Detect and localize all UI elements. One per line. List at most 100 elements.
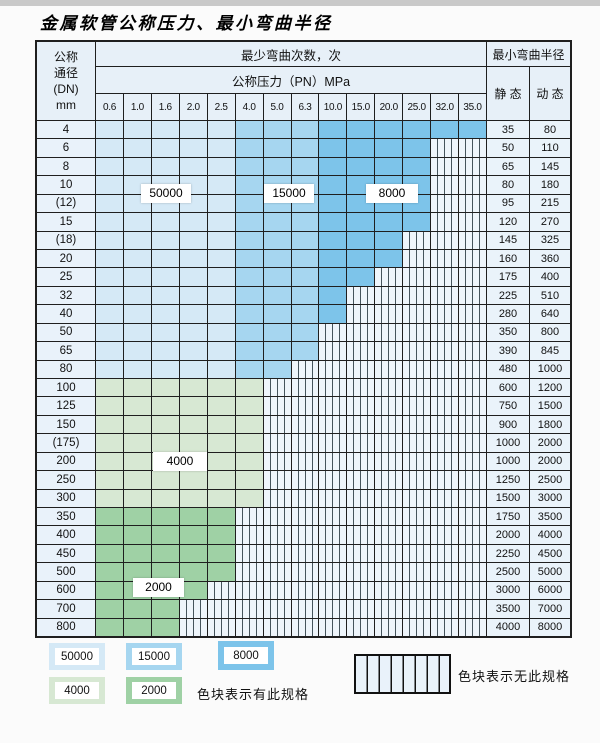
spec-unavailable-cell [375, 379, 403, 397]
spec-available-cell [319, 268, 347, 286]
pressure-tick: 2.0 [179, 94, 207, 120]
spec-unavailable-cell [235, 618, 263, 636]
spec-unavailable-cell [207, 618, 235, 636]
spec-available-cell [235, 397, 263, 415]
spec-unavailable-cell [459, 600, 486, 618]
spec-available-cell [96, 305, 123, 323]
spec-unavailable-cell [403, 563, 431, 581]
legend-swatch-label: 8000 [224, 647, 268, 664]
spec-available-cell [151, 360, 179, 378]
dn-cell: 80 [37, 360, 95, 378]
spec-unavailable-cell [319, 434, 347, 452]
spec-unavailable-cell [291, 434, 319, 452]
static-radius-cell: 1250 [487, 471, 529, 489]
spec-unavailable-cell [403, 268, 431, 286]
spec-unavailable-cell [459, 268, 486, 286]
spec-unavailable-cell [347, 434, 375, 452]
spec-available-cell [403, 157, 431, 176]
spec-available-cell [179, 213, 207, 231]
spec-unavailable-cell [431, 268, 459, 286]
pressure-tick: 2.5 [207, 94, 235, 120]
dn-header-line: (DN) [53, 82, 79, 96]
spec-unavailable-cell [319, 526, 347, 544]
spec-available-cell [96, 471, 123, 489]
spec-available-cell [123, 342, 151, 360]
spec-available-cell [179, 471, 207, 489]
spec-available-cell [235, 157, 263, 176]
spec-unavailable-cell [431, 508, 459, 526]
spec-available-cell [347, 268, 375, 286]
spec-available-cell [235, 231, 263, 249]
spec-available-cell [96, 581, 123, 600]
spec-available-cell [179, 157, 207, 176]
spec-unavailable-cell [291, 489, 319, 507]
spec-unavailable-cell [459, 397, 486, 415]
spec-unavailable-cell [319, 618, 347, 636]
spec-available-cell [151, 600, 179, 618]
spec-available-cell [96, 397, 123, 415]
spec-available-cell [235, 342, 263, 360]
dn-cell: 100 [37, 379, 95, 397]
overlay-label-15000: 15000 [264, 184, 314, 203]
spec-available-cell [123, 360, 151, 378]
dynamic-radius-cell: 145 [530, 157, 570, 176]
dynamic-radius-cell: 1800 [530, 415, 570, 434]
spec-unavailable-cell [403, 544, 431, 563]
spec-unavailable-cell [347, 342, 375, 360]
spec-available-cell [123, 231, 151, 249]
spec-available-cell [207, 397, 235, 415]
static-radius-cell: 225 [487, 286, 529, 305]
spec-available-cell [235, 176, 263, 194]
spec-available-cell [207, 471, 235, 489]
spec-unavailable-cell [319, 581, 347, 600]
spec-unavailable-cell [263, 618, 291, 636]
spec-available-cell [431, 121, 459, 139]
spec-unavailable-cell [235, 544, 263, 563]
spec-unavailable-cell [291, 526, 319, 544]
spec-available-cell [179, 360, 207, 378]
spec-unavailable-cell [235, 600, 263, 618]
pressure-tick: 32.0 [431, 94, 459, 120]
spec-unavailable-cell [403, 489, 431, 507]
spec-available-cell [151, 157, 179, 176]
spec-available-cell [96, 360, 123, 378]
spec-unavailable-cell [347, 415, 375, 434]
dn-cell: 8 [37, 157, 95, 176]
spec-unavailable-cell [263, 508, 291, 526]
spec-available-cell [235, 471, 263, 489]
spec-unavailable-cell [431, 600, 459, 618]
legend-swatch-8000: 8000 [218, 641, 274, 670]
spec-available-cell [207, 268, 235, 286]
spec-unavailable-cell [403, 434, 431, 452]
spec-available-cell [96, 286, 123, 305]
spec-available-cell [207, 139, 235, 157]
spec-available-cell [207, 157, 235, 176]
spec-available-cell [151, 323, 179, 342]
dn-header-line: 公称 [53, 50, 78, 64]
spec-unavailable-cell [291, 563, 319, 581]
spec-available-cell [291, 286, 319, 305]
spec-available-cell [207, 176, 235, 194]
dn-cell: 20 [37, 250, 95, 268]
spec-unavailable-cell [347, 600, 375, 618]
spec-available-cell [179, 286, 207, 305]
spec-unavailable-cell [459, 434, 486, 452]
dn-cell: 200 [37, 452, 95, 471]
spec-available-cell [151, 415, 179, 434]
spec-unavailable-cell [375, 618, 403, 636]
spec-available-cell [151, 139, 179, 157]
dynamic-radius-cell: 6000 [530, 581, 570, 600]
spec-unavailable-cell [347, 323, 375, 342]
spec-unavailable-cell [459, 250, 486, 268]
spec-available-cell [207, 508, 235, 526]
spec-available-cell [291, 250, 319, 268]
dn-cell: 450 [37, 544, 95, 563]
spec-available-cell [291, 213, 319, 231]
spec-unavailable-cell [347, 618, 375, 636]
spec-unavailable-cell [291, 397, 319, 415]
spec-unavailable-cell [431, 563, 459, 581]
spec-available-cell [207, 286, 235, 305]
spec-unavailable-cell [375, 508, 403, 526]
spec-available-cell [179, 121, 207, 139]
pressure-tick: 10.0 [319, 94, 347, 120]
